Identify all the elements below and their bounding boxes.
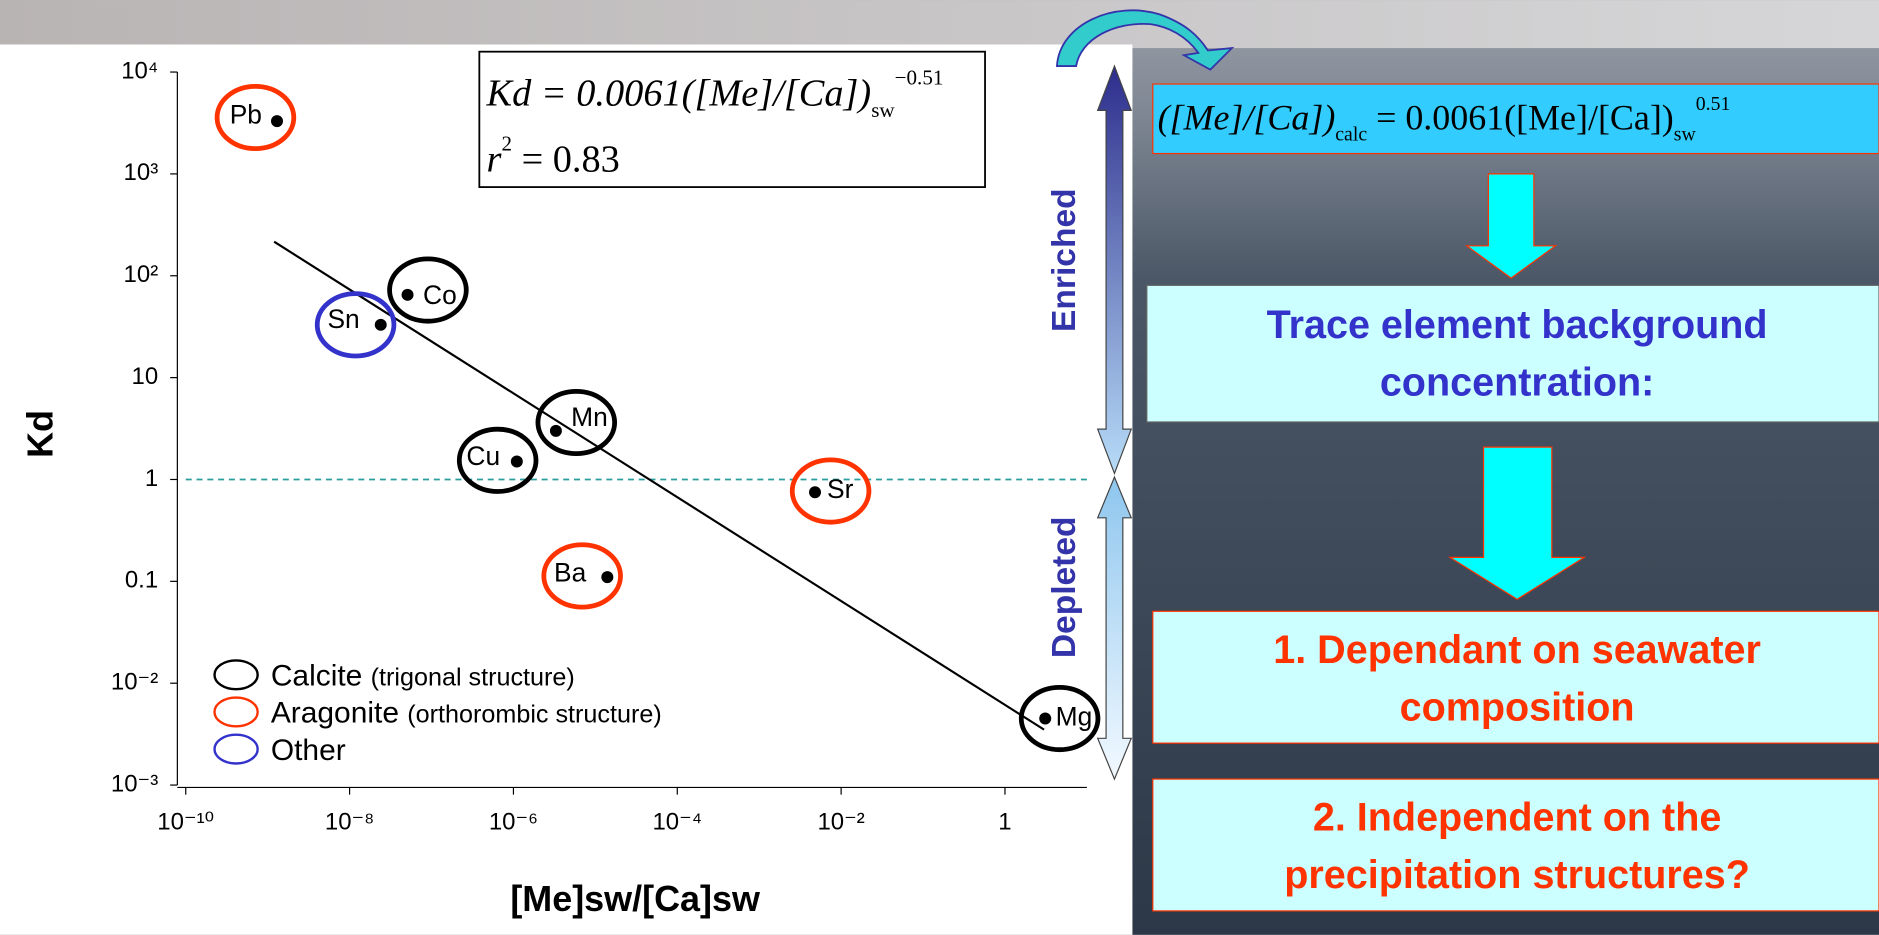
flow-text: concentration:: [1380, 361, 1655, 405]
y-tick-label: 10⁻³: [111, 770, 158, 797]
point-label: Pb: [230, 99, 262, 129]
chart-panel: [0, 44, 1133, 935]
enriched-arrow: [1096, 64, 1133, 476]
calc-formula-part: = 0.0061([Me]/[Ca]): [1367, 98, 1674, 138]
element-ring: [456, 426, 539, 494]
legend-swatch: [213, 659, 259, 691]
r-squared: r2 = 0.83: [487, 131, 620, 180]
flow-text: Trace element background: [1267, 303, 1768, 347]
y-tick-label: 0.1: [125, 567, 158, 594]
fit-equation-part: Kd = 0.0061([Me]/[Ca]): [486, 73, 872, 115]
point: [1039, 712, 1052, 725]
x-tick-label: 10⁻⁴: [652, 808, 702, 835]
y-axis-label: Kd: [20, 410, 61, 458]
enriched-label: Enriched: [1046, 188, 1083, 332]
calc-formula-part: calc: [1335, 123, 1367, 145]
x-tick-label: 10⁻²: [817, 808, 864, 835]
x-tick-label: 10⁻⁶: [489, 808, 538, 835]
flow-box: [1152, 610, 1879, 744]
r-squared-part: = 0.83: [512, 139, 620, 181]
equation-box: [478, 50, 986, 188]
r-squared-part: r: [487, 139, 503, 181]
point: [601, 571, 614, 584]
point-label: Mn: [571, 402, 608, 432]
fit-equation-part: sw: [871, 98, 895, 122]
legend-swatch: [213, 696, 259, 728]
x-tick-label: 10⁻⁸: [325, 808, 374, 835]
point: [809, 486, 822, 499]
point-label: Ba: [554, 558, 587, 588]
y-tick-label: 10⁴: [121, 57, 158, 84]
fit-line: [273, 240, 1045, 731]
legend-entry: Aragonite (orthorombic structure): [271, 697, 662, 730]
point-label: Cu: [466, 441, 500, 471]
flow-box: [1152, 778, 1879, 912]
element-ring: [1018, 684, 1101, 753]
fit-equation-part: −0.51: [895, 66, 944, 90]
formula-box: [1152, 83, 1879, 155]
legend-entry: Other: [271, 734, 346, 767]
legend-swatch: [213, 733, 259, 765]
point-label: Co: [423, 280, 457, 310]
x-axis-label: [Me]sw/[Ca]sw: [510, 878, 761, 919]
y-tick-label: 10⁻²: [111, 669, 158, 696]
element-ring: [535, 388, 618, 457]
flow-box: [1146, 284, 1879, 423]
legend-description: (orthorombic structure): [407, 701, 661, 729]
y-tick-label: 10: [132, 363, 159, 390]
flow-text: composition: [1400, 685, 1635, 729]
legend-name: Aragonite: [271, 697, 399, 730]
point-label: Sn: [327, 304, 359, 334]
calc-formula-part: sw: [1674, 123, 1697, 145]
top-band: [0, 0, 1879, 49]
down-arrow: [1464, 173, 1558, 279]
down-arrow: [1447, 446, 1587, 601]
legend-entry: Calcite (trigonal structure): [271, 660, 575, 693]
element-ring: [214, 83, 297, 152]
legend-description: (trigonal structure): [371, 664, 575, 692]
fit-equation: Kd = 0.0061([Me]/[Ca])sw−0.51: [486, 66, 944, 123]
point-label: Sr: [827, 474, 854, 504]
legend-name: Other: [271, 734, 346, 767]
legend-space: [399, 697, 407, 730]
element-ring: [387, 256, 469, 324]
flow-text: 2. Independent on the: [1313, 796, 1721, 840]
curved-arrow: [1055, 9, 1235, 71]
y-tick-label: 1: [145, 465, 158, 492]
point: [549, 424, 562, 437]
flow-text: precipitation structures?: [1284, 853, 1750, 897]
element-ring: [541, 542, 623, 610]
r-squared-part: 2: [501, 131, 512, 155]
legend-space: [362, 660, 370, 693]
x-tick-label: 10⁻¹⁰: [157, 808, 214, 835]
point-label: Mg: [1056, 701, 1093, 731]
calc-formula-part: 0.51: [1696, 93, 1731, 115]
x-tick-label: 1: [998, 808, 1011, 835]
point: [510, 455, 523, 468]
element-ring: [314, 291, 397, 359]
point: [401, 288, 414, 301]
depleted-arrow: [1096, 475, 1133, 781]
calc-formula-part: ([Me]/[Ca]): [1158, 98, 1336, 138]
element-ring: [789, 457, 872, 525]
legend-name: Calcite: [271, 660, 363, 693]
point: [271, 115, 283, 128]
calc-formula: ([Me]/[Ca])calc = 0.0061([Me]/[Ca])sw 0.5…: [1158, 93, 1731, 146]
y-tick-label: 10³: [124, 159, 159, 186]
point: [374, 318, 387, 331]
y-tick-label: 10²: [124, 261, 159, 288]
depleted-label: Depleted: [1046, 516, 1083, 658]
flow-text: 1. Dependant on seawater: [1273, 628, 1761, 672]
